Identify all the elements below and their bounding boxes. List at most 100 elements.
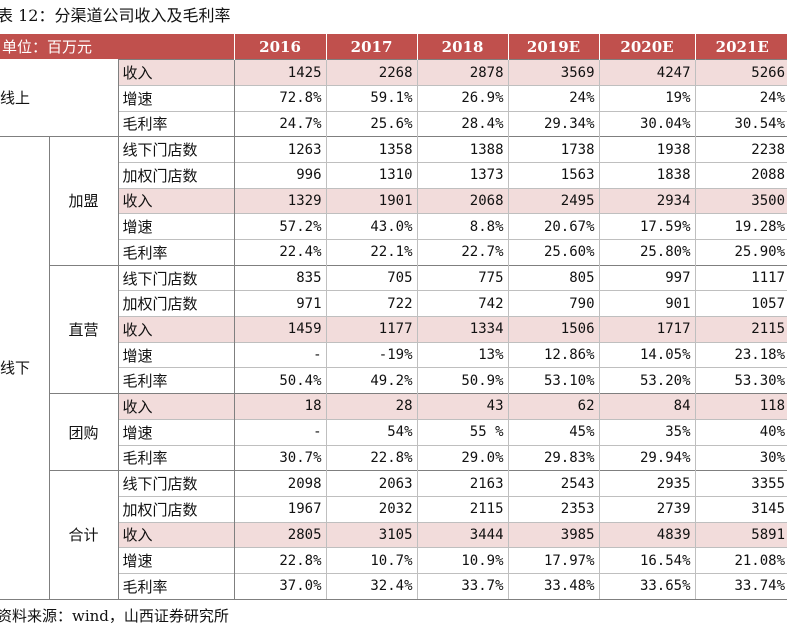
value-cell: 2935 — [599, 470, 696, 497]
value-cell: 8.8% — [417, 213, 509, 240]
value-cell: 2543 — [508, 470, 600, 497]
value-cell: 21.08% — [695, 547, 787, 574]
table-row: 加权门店数 971 722 742 790 901 1057 — [0, 290, 787, 317]
value-cell: 1563 — [508, 161, 600, 189]
value-cell: 1310 — [326, 161, 418, 189]
value-cell: 28 — [326, 393, 418, 420]
value-cell: 3444 — [417, 521, 509, 548]
col-header: 2021E — [694, 34, 787, 60]
value-cell: 3105 — [326, 521, 418, 548]
value-cell: 24% — [695, 84, 787, 112]
value-cell: 5891 — [695, 521, 787, 548]
value-cell: 4247 — [599, 59, 696, 86]
value-cell: 2495 — [508, 187, 600, 214]
col-header: 2020E — [598, 34, 696, 60]
metric-label: 收入 — [118, 187, 235, 214]
value-cell: 2163 — [417, 470, 509, 497]
metric-label: 收入 — [118, 316, 235, 343]
table-row: 线下 加盟 线下门店数 1263 1358 1388 1738 1938 2238 — [0, 136, 787, 600]
metric-label: 增速 — [118, 84, 235, 112]
value-cell: 40% — [695, 418, 787, 445]
value-cell: 62 — [508, 393, 600, 420]
metric-label: 加权门店数 — [118, 161, 235, 189]
value-cell: 20.67% — [508, 213, 600, 240]
value-cell: 17.59% — [599, 213, 696, 240]
value-cell: 54% — [326, 418, 418, 445]
value-cell: 1838 — [599, 161, 696, 189]
value-cell: 84 — [599, 393, 696, 420]
value-cell: 2238 — [695, 136, 787, 163]
value-cell: 996 — [234, 161, 327, 189]
value-cell: 23.18% — [695, 341, 787, 368]
value-cell: 1459 — [234, 316, 327, 343]
value-cell: 72.8% — [234, 84, 327, 112]
value-cell: 1263 — [234, 136, 327, 163]
metric-label: 毛利率 — [118, 110, 235, 137]
table-row: 毛利率 50.4% 49.2% 50.9% 53.10% 53.20% 53.30% — [0, 367, 787, 394]
value-cell: 2115 — [695, 316, 787, 343]
metric-label: 毛利率 — [118, 572, 235, 600]
value-cell: 2098 — [234, 470, 327, 497]
value-cell: 2739 — [599, 495, 696, 523]
value-cell: 118 — [695, 393, 787, 420]
subgroup-label-direct: 直营 — [49, 265, 119, 395]
value-cell: 2068 — [417, 187, 509, 214]
value-cell: 26.9% — [417, 84, 509, 112]
value-cell: 1358 — [326, 136, 418, 163]
value-cell: 3145 — [695, 495, 787, 523]
col-header: 2019E — [507, 34, 600, 60]
value-cell: 55 % — [417, 418, 509, 445]
value-cell: 59.1% — [326, 84, 418, 112]
metric-label: 毛利率 — [118, 367, 235, 394]
value-cell: - — [234, 418, 327, 445]
value-cell: 1057 — [695, 290, 787, 317]
metric-label: 增速 — [118, 341, 235, 368]
value-cell: 53.30% — [695, 367, 787, 394]
subgroup-label-group_buy: 团购 — [49, 393, 119, 472]
metric-label: 收入 — [118, 393, 235, 420]
value-cell: 43 — [417, 393, 509, 420]
value-cell: 43.0% — [326, 213, 418, 240]
value-cell: 12.86% — [508, 341, 600, 368]
value-cell: 13% — [417, 341, 509, 368]
table-title: 表 12：分渠道公司收入及毛利率 — [0, 6, 231, 25]
value-cell: 4839 — [599, 521, 696, 548]
subgroup-label-total: 合计 — [49, 470, 119, 600]
value-cell: 22.8% — [234, 547, 327, 574]
value-cell: 5266 — [695, 59, 787, 86]
channel-revenue-table: 单位：百万元 2016 2017 2018 2019E 2020E 2021E … — [0, 34, 787, 600]
metric-label: 线下门店数 — [118, 264, 235, 291]
value-cell: 45% — [508, 418, 600, 445]
value-cell: 24% — [508, 84, 600, 112]
value-cell: 3569 — [508, 59, 600, 86]
value-cell: 49.2% — [326, 367, 418, 394]
value-cell: 1901 — [326, 187, 418, 214]
table-row: 收入 2805 3105 3444 3985 4839 5891 — [0, 521, 787, 548]
subgroup-label-franchise: 加盟 — [49, 136, 119, 266]
value-cell: 835 — [234, 264, 327, 291]
table-row: 毛利率 30.7% 22.8% 29.0% 29.83% 29.94% 30% — [0, 444, 787, 471]
source-note: 资料来源：wind，山西证券研究所 — [0, 607, 229, 625]
value-cell: 2805 — [234, 521, 327, 548]
table-row: 增速 22.8% 10.7% 10.9% 17.97% 16.54% 21.08% — [0, 547, 787, 574]
value-cell: 997 — [599, 264, 696, 291]
table-row: 直营 线下门店数 835 705 775 805 997 1117 — [0, 264, 787, 395]
value-cell: 24.7% — [234, 110, 327, 137]
value-cell: 22.4% — [234, 239, 327, 266]
value-cell: 705 — [326, 264, 418, 291]
metric-label: 收入 — [118, 521, 235, 548]
metric-label: 加权门店数 — [118, 495, 235, 523]
table-row: 增速 57.2% 43.0% 8.8% 20.67% 17.59% 19.28% — [0, 213, 787, 240]
value-cell: 25.6% — [326, 110, 418, 137]
value-cell: 50.9% — [417, 367, 509, 394]
value-cell: 25.90% — [695, 239, 787, 266]
value-cell: 2063 — [326, 470, 418, 497]
value-cell: - — [234, 341, 327, 368]
value-cell: 33.48% — [508, 572, 600, 600]
value-cell: 30.04% — [599, 110, 696, 137]
value-cell: 1738 — [508, 136, 600, 163]
value-cell: 50.4% — [234, 367, 327, 394]
value-cell: 30.7% — [234, 444, 327, 471]
value-cell: 33.65% — [599, 572, 696, 600]
header-row: 单位：百万元 2016 2017 2018 2019E 2020E 2021E — [0, 34, 787, 60]
